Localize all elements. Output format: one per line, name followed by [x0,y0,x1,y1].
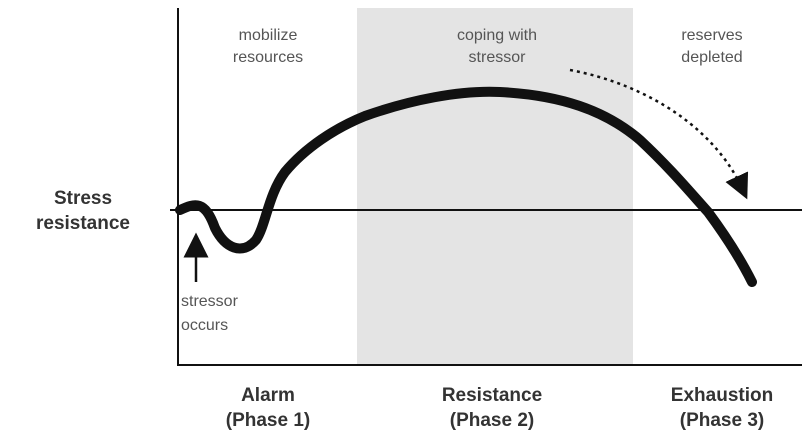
phase-name: Resistance [442,385,542,406]
phase-number: (Phase 1) [226,410,310,431]
phase-number: (Phase 3) [680,410,764,431]
resistance-curve [175,86,757,287]
phase-top-label: resources [233,49,303,66]
phase-name: Alarm [241,385,295,406]
annotation: occurs [181,317,228,334]
phase-name: Exhaustion [671,385,773,406]
resistance-band [357,8,633,365]
y-label: resistance [36,213,130,234]
phase-number: (Phase 2) [450,410,534,431]
y-label: Stress [54,188,112,209]
phase-top-label: coping with [457,27,537,44]
phase-top-label: depleted [681,49,742,66]
phase-top-label: reserves [681,27,742,44]
phase-top-label: mobilize [239,27,298,44]
annotation: stressor [181,293,239,310]
phase-top-label: stressor [469,49,527,66]
depletion-arrow [569,68,749,200]
